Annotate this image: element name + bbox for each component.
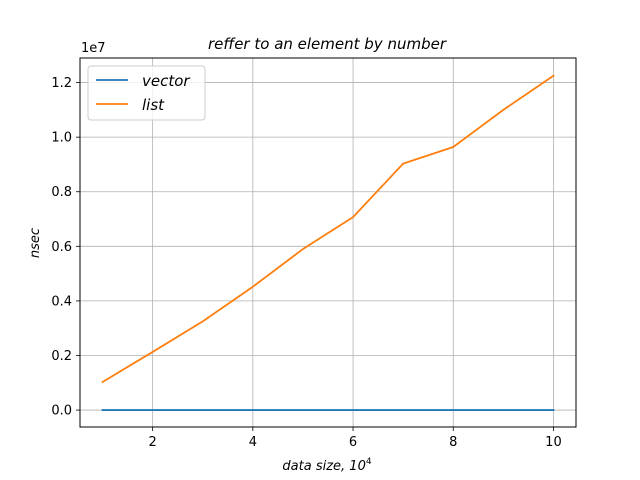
- y-tick-label: 1.0: [51, 131, 72, 146]
- x-axis-label: data size, 104: [282, 457, 371, 474]
- y-tick-label: 0.4: [51, 294, 72, 309]
- legend-label-vector: vector: [142, 72, 190, 90]
- x-tick-label: 2: [149, 435, 157, 450]
- series-line-list: [101, 74, 555, 384]
- y-tick-label: 0.6: [51, 240, 72, 255]
- x-tick-label: 8: [449, 435, 457, 450]
- x-axis-label-superscript: 4: [366, 457, 372, 467]
- x-tick-label: 4: [249, 435, 257, 450]
- grid-layer: [80, 58, 576, 427]
- legend-label-list: list: [142, 96, 165, 114]
- x-tick-label: 10: [545, 435, 562, 450]
- y-tick-label: 0.2: [51, 349, 72, 364]
- ticks-layer: 2 4 6 8 10 0.0 0.2 0.4 0.6 0.8 1.0 1.2: [51, 76, 561, 450]
- y-tick-label: 1.2: [51, 76, 72, 91]
- x-tick-label: 6: [349, 435, 357, 450]
- y-tick-label: 0.0: [51, 404, 72, 419]
- x-axis-label-text: data size, 10: [282, 459, 365, 474]
- y-tick-label: 0.8: [51, 185, 72, 200]
- series-layer: [101, 74, 555, 411]
- chart-title: reffer to an element by number: [208, 35, 447, 53]
- y-axis-label: nsec: [28, 228, 43, 258]
- axes-frame: [79, 57, 577, 428]
- legend: vector list: [87, 65, 206, 121]
- y-offset-label: 1e7: [81, 41, 106, 56]
